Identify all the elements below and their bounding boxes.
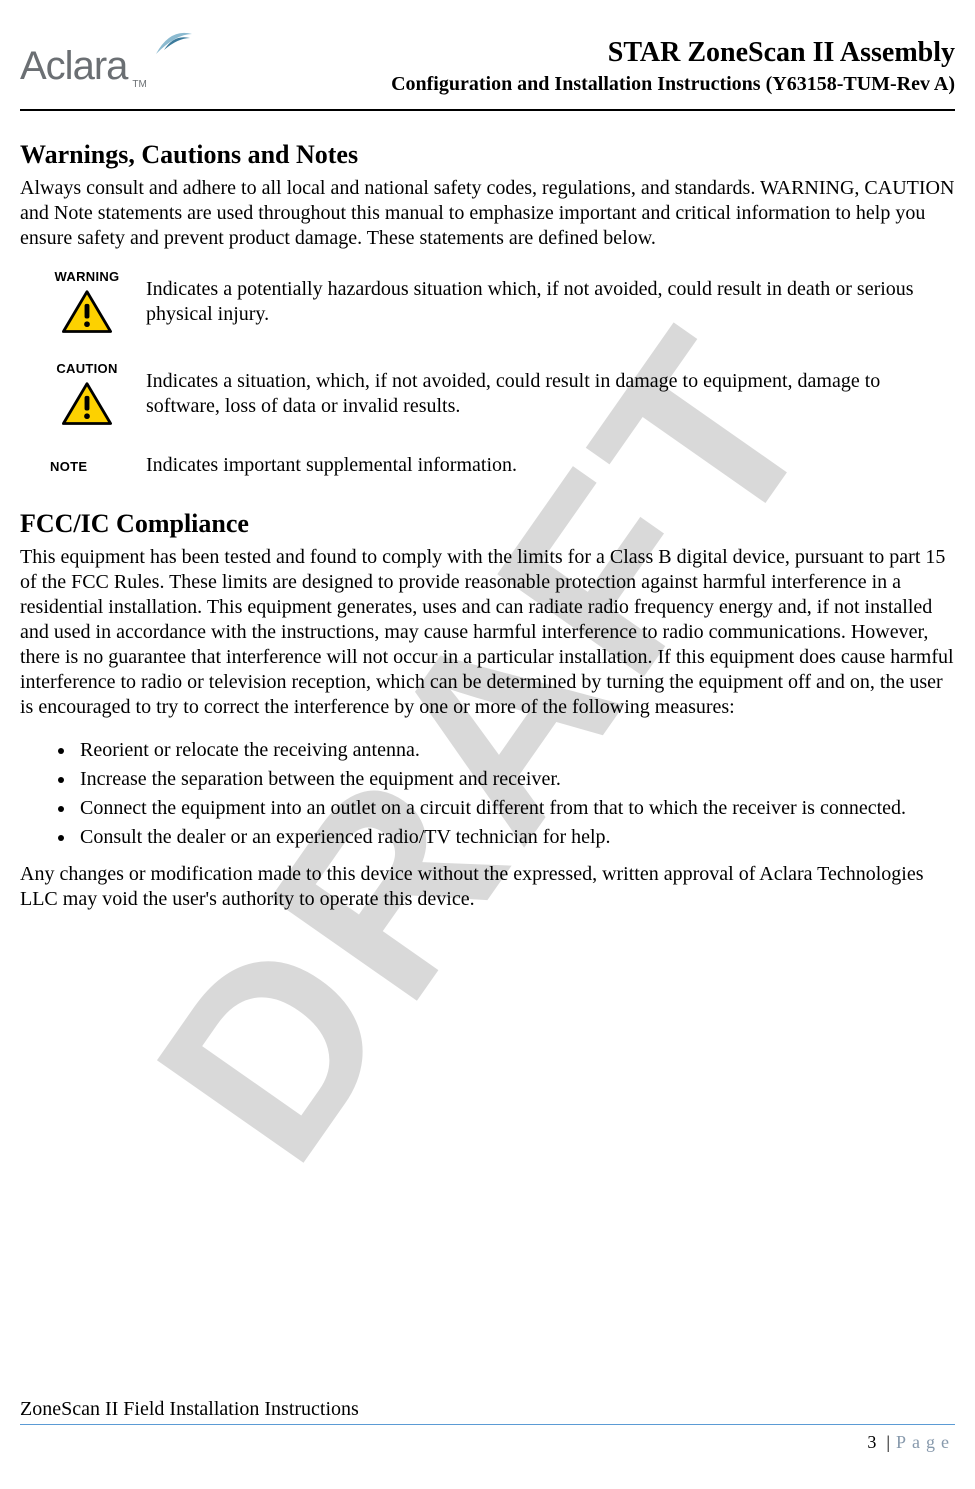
logo: Aclara TM <box>20 20 196 97</box>
caution-text: Indicates a situation, which, if not avo… <box>146 369 955 419</box>
page-number-sep: | <box>882 1432 896 1452</box>
fcc-para: This equipment has been tested and found… <box>20 545 955 720</box>
definition-note: NOTE Indicates important supplemental in… <box>20 453 955 478</box>
doc-subtitle: Configuration and Installation Instructi… <box>391 72 955 97</box>
page-word: Page <box>896 1432 955 1452</box>
fcc-bullet-list: Reorient or relocate the receiving anten… <box>20 738 955 850</box>
page-number: 3|Page <box>20 1431 955 1454</box>
warning-text: Indicates a potentially hazardous situat… <box>146 277 955 327</box>
list-item: Reorient or relocate the receiving anten… <box>76 738 955 763</box>
page-footer: ZoneScan II Field Installation Instructi… <box>20 1397 955 1454</box>
page-number-value: 3 <box>867 1432 882 1452</box>
section-heading-fcc: FCC/IC Compliance <box>20 508 955 541</box>
page-header: Aclara TM STAR ZoneScan II Assembly Conf… <box>20 20 955 109</box>
section-intro-warnings: Always consult and adhere to all local a… <box>20 176 955 251</box>
caution-triangle-icon <box>61 381 113 427</box>
footer-doc-name: ZoneScan II Field Installation Instructi… <box>20 1397 955 1422</box>
list-item: Increase the separation between the equi… <box>76 767 955 792</box>
definition-warning: WARNING Indicates a potentially hazardou… <box>20 269 955 335</box>
list-item: Connect the equipment into an outlet on … <box>76 796 955 821</box>
section-heading-warnings: Warnings, Cautions and Notes <box>20 139 955 172</box>
logo-tm: TM <box>130 79 146 92</box>
list-item: Consult the dealer or an experienced rad… <box>76 825 955 850</box>
fcc-closing: Any changes or modification made to this… <box>20 862 955 912</box>
doc-title: STAR ZoneScan II Assembly <box>391 35 955 70</box>
footer-rule <box>20 1424 955 1425</box>
note-label: NOTE <box>50 459 87 474</box>
logo-text: Aclara <box>20 41 127 91</box>
definition-caution: CAUTION Indicates a situation, which, if… <box>20 361 955 427</box>
header-rule <box>20 109 955 111</box>
logo-swoosh-icon <box>150 20 196 73</box>
caution-label: CAUTION <box>50 361 124 377</box>
note-text: Indicates important supplemental informa… <box>146 453 517 478</box>
warning-triangle-icon <box>61 289 113 335</box>
warning-label: WARNING <box>50 269 124 285</box>
